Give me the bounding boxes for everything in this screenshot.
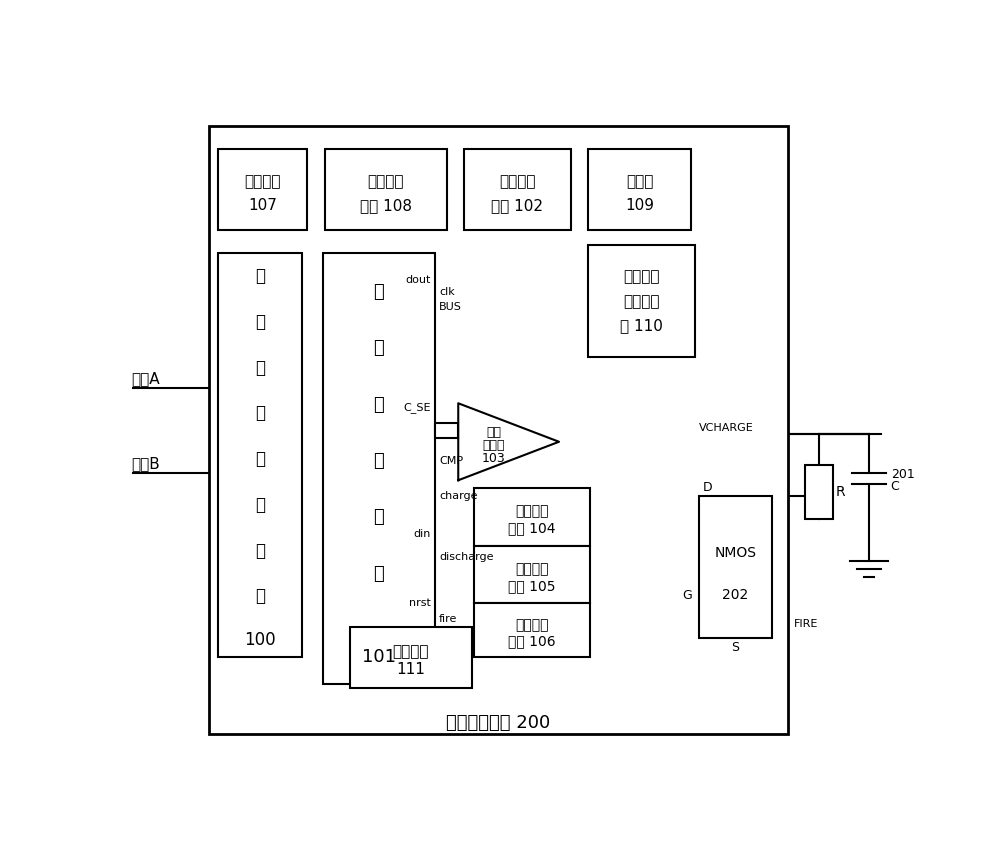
Text: fire: fire: [439, 613, 457, 624]
Text: BUS: BUS: [439, 302, 462, 312]
Text: 103: 103: [482, 452, 505, 465]
Text: 201: 201: [891, 468, 914, 481]
Text: 点火控制: 点火控制: [515, 618, 549, 632]
Text: 路: 路: [255, 587, 265, 605]
Text: 信: 信: [255, 359, 265, 377]
Text: 电: 电: [373, 509, 384, 527]
Text: 入: 入: [255, 313, 265, 331]
Text: C: C: [891, 480, 899, 492]
Text: FIRE: FIRE: [794, 619, 818, 629]
Text: S: S: [731, 641, 739, 654]
Bar: [218, 253, 302, 657]
Text: NMOS: NMOS: [714, 546, 756, 559]
Text: 101: 101: [362, 649, 396, 667]
Bar: [350, 626, 472, 688]
Text: 电路 104: 电路 104: [508, 522, 556, 535]
Bar: [325, 149, 447, 230]
Text: charge: charge: [439, 491, 477, 501]
Text: 振荡器: 振荡器: [626, 174, 653, 189]
Text: discharge: discharge: [439, 553, 493, 562]
Text: 电路 102: 电路 102: [491, 198, 543, 214]
Bar: [588, 149, 691, 230]
Text: G: G: [683, 589, 692, 601]
Text: 比较器: 比较器: [482, 439, 505, 452]
Text: 输: 输: [255, 267, 265, 285]
Text: din: din: [414, 529, 431, 539]
Bar: [805, 465, 833, 519]
Text: 107: 107: [248, 198, 277, 214]
Text: 复位电路: 复位电路: [393, 644, 429, 659]
Text: 路 110: 路 110: [620, 318, 663, 333]
Text: 电流反馈: 电流反馈: [499, 174, 535, 189]
Bar: [464, 149, 571, 230]
Text: 放电控制: 放电控制: [515, 562, 549, 576]
Bar: [323, 253, 435, 685]
Text: 电路 108: 电路 108: [360, 198, 412, 214]
Text: 号: 号: [255, 404, 265, 422]
Bar: [474, 546, 590, 603]
Text: 理: 理: [255, 496, 265, 514]
Text: 辑: 辑: [373, 452, 384, 470]
Bar: [474, 488, 590, 546]
Text: 总线B: 总线B: [131, 456, 160, 471]
Text: dout: dout: [406, 275, 431, 285]
Polygon shape: [458, 403, 559, 480]
Text: 电子雷管芯片 200: 电子雷管芯片 200: [446, 714, 550, 732]
Text: 字: 字: [373, 339, 384, 357]
Bar: [218, 149, 307, 230]
Bar: [474, 603, 590, 657]
Text: 逻: 逻: [373, 396, 384, 414]
Text: 基准电压: 基准电压: [368, 174, 404, 189]
Text: 100: 100: [244, 631, 276, 650]
Text: 电: 电: [255, 541, 265, 559]
Text: 非易失性: 非易失性: [623, 269, 660, 284]
Text: D: D: [702, 481, 712, 494]
Bar: [209, 126, 788, 734]
Text: C_SE: C_SE: [404, 402, 431, 413]
Text: 处: 处: [255, 450, 265, 468]
Text: 路: 路: [373, 565, 384, 583]
Text: CMP: CMP: [439, 456, 463, 466]
Text: 电路 106: 电路 106: [508, 634, 556, 648]
Text: 充电控制: 充电控制: [515, 504, 549, 518]
Text: 数: 数: [373, 282, 384, 300]
Text: nrst: nrst: [409, 599, 431, 608]
Text: 111: 111: [397, 662, 425, 677]
Bar: [435, 422, 458, 438]
Text: 电压: 电压: [486, 426, 501, 439]
Text: 109: 109: [625, 198, 654, 214]
Bar: [698, 496, 772, 638]
Text: 总线A: 总线A: [131, 372, 160, 386]
Text: 202: 202: [722, 589, 748, 602]
Text: 电源模块: 电源模块: [244, 174, 281, 189]
Bar: [588, 245, 695, 357]
Text: clk: clk: [439, 287, 455, 297]
Text: R: R: [836, 485, 845, 498]
Text: VCHARGE: VCHARGE: [698, 423, 753, 433]
Text: 记忆体电: 记忆体电: [623, 293, 660, 309]
Text: 电路 105: 电路 105: [508, 579, 556, 593]
